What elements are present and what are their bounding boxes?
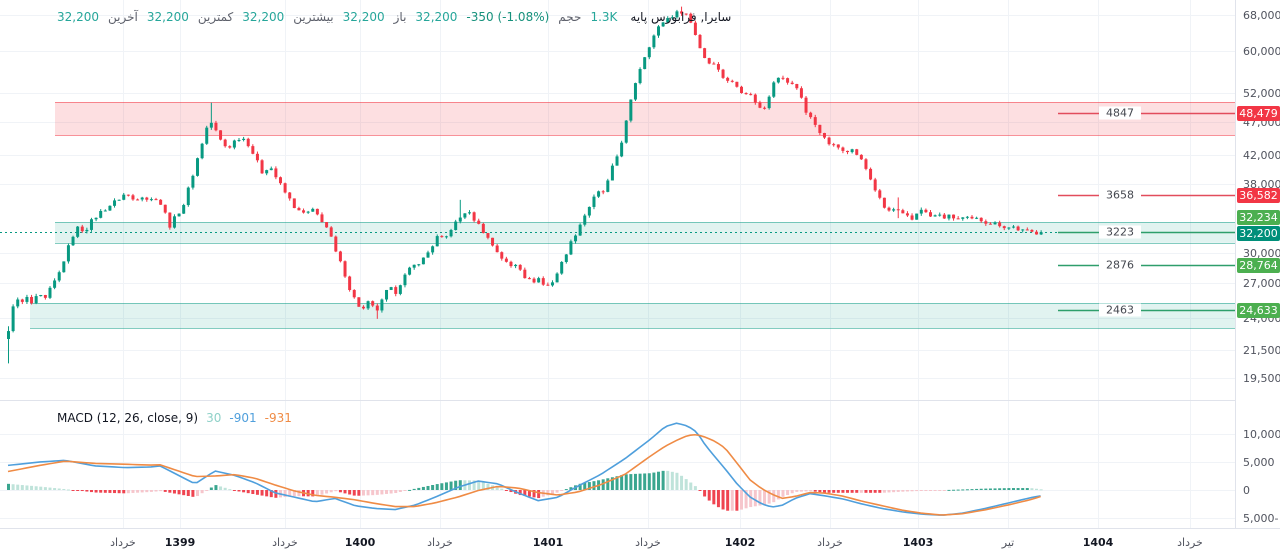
time-label: خرداد <box>635 536 661 549</box>
volume-value: 1.3K <box>590 10 618 24</box>
price-axis[interactable]: 68,000 60,000 52,000 47,000 42,000 38,000 30,0… <box>1235 0 1280 528</box>
level-label[interactable]: 2463 <box>1099 303 1141 317</box>
time-label: خرداد <box>817 536 843 549</box>
time-label: 1399 <box>164 536 196 549</box>
low-label: کمترین <box>197 10 234 24</box>
price-tick: 60,000 <box>1243 45 1280 59</box>
time-label: 1404 <box>1082 536 1114 549</box>
last-label: آخرین <box>108 10 138 24</box>
volume-label: حجم <box>558 10 582 24</box>
open-value: 32,200 <box>342 10 385 24</box>
high-value: 32,200 <box>242 10 285 24</box>
macd-tick: 5,000- <box>1243 512 1279 525</box>
time-label: تیر <box>1001 536 1015 549</box>
change-value: -350 (-1.08%) <box>466 10 550 24</box>
time-label: 1400 <box>344 536 376 549</box>
price-tick: 30,000 <box>1243 246 1280 260</box>
last-value: 32,200 <box>57 10 99 24</box>
time-axis[interactable]: خرداد 1399 خرداد 1400 خرداد 1401 خرداد 1402 خردا… <box>0 528 1280 560</box>
price-tick: 42,000 <box>1243 149 1280 163</box>
price-tick: 21,500 <box>1243 343 1280 357</box>
macd-title[interactable]: MACD (12, 26, close, 9) <box>57 411 199 425</box>
price-value: 32,200 <box>415 10 458 24</box>
price-tick: 19,500 <box>1243 371 1280 385</box>
macd-hist-value: 30 <box>206 411 222 425</box>
level-label[interactable]: 2876 <box>1099 258 1141 272</box>
time-label: خرداد <box>427 536 453 549</box>
price-tick: 52,000 <box>1243 86 1280 100</box>
price-badge: 28,764 <box>1237 257 1280 273</box>
price-badge: 32,200 <box>1237 225 1280 241</box>
time-label: خرداد <box>1177 536 1203 549</box>
symbol-legend: 32,200 آخرین 32,200 کمترین 32,200 بیشتری… <box>57 10 731 24</box>
price-tick: 68,000 <box>1243 9 1280 23</box>
open-label: باز <box>393 10 407 24</box>
macd-line-value: -901 <box>229 411 257 425</box>
time-label: 1403 <box>902 536 934 549</box>
macd-signal-value: -931 <box>264 411 292 425</box>
high-label: بیشترین <box>293 10 334 24</box>
level-label[interactable]: 3658 <box>1099 188 1141 202</box>
macd-tick: 5,000 <box>1243 456 1275 469</box>
macd-legend: MACD (12, 26, close, 9) 30 -901 -931 <box>57 411 292 425</box>
time-label: خرداد <box>272 536 298 549</box>
time-label: 1401 <box>532 536 564 549</box>
time-label: خرداد <box>110 536 136 549</box>
macd-tick: 10,000 <box>1243 428 1280 441</box>
price-badge: 32,234 <box>1237 210 1280 226</box>
time-label: 1402 <box>724 536 756 549</box>
macd-tick: 0 <box>1243 484 1250 497</box>
level-label[interactable]: 4847 <box>1099 106 1141 120</box>
level-label[interactable]: 3223 <box>1099 225 1141 239</box>
price-tick: 27,000 <box>1243 277 1280 291</box>
low-value: 32,200 <box>146 10 189 24</box>
price-badge: 24,633 <box>1237 302 1280 318</box>
price-badge: 36,582 <box>1237 187 1280 203</box>
symbol-title[interactable]: سایرا, فرابورس پایه <box>630 10 732 24</box>
price-badge: 48,479 <box>1237 105 1280 121</box>
